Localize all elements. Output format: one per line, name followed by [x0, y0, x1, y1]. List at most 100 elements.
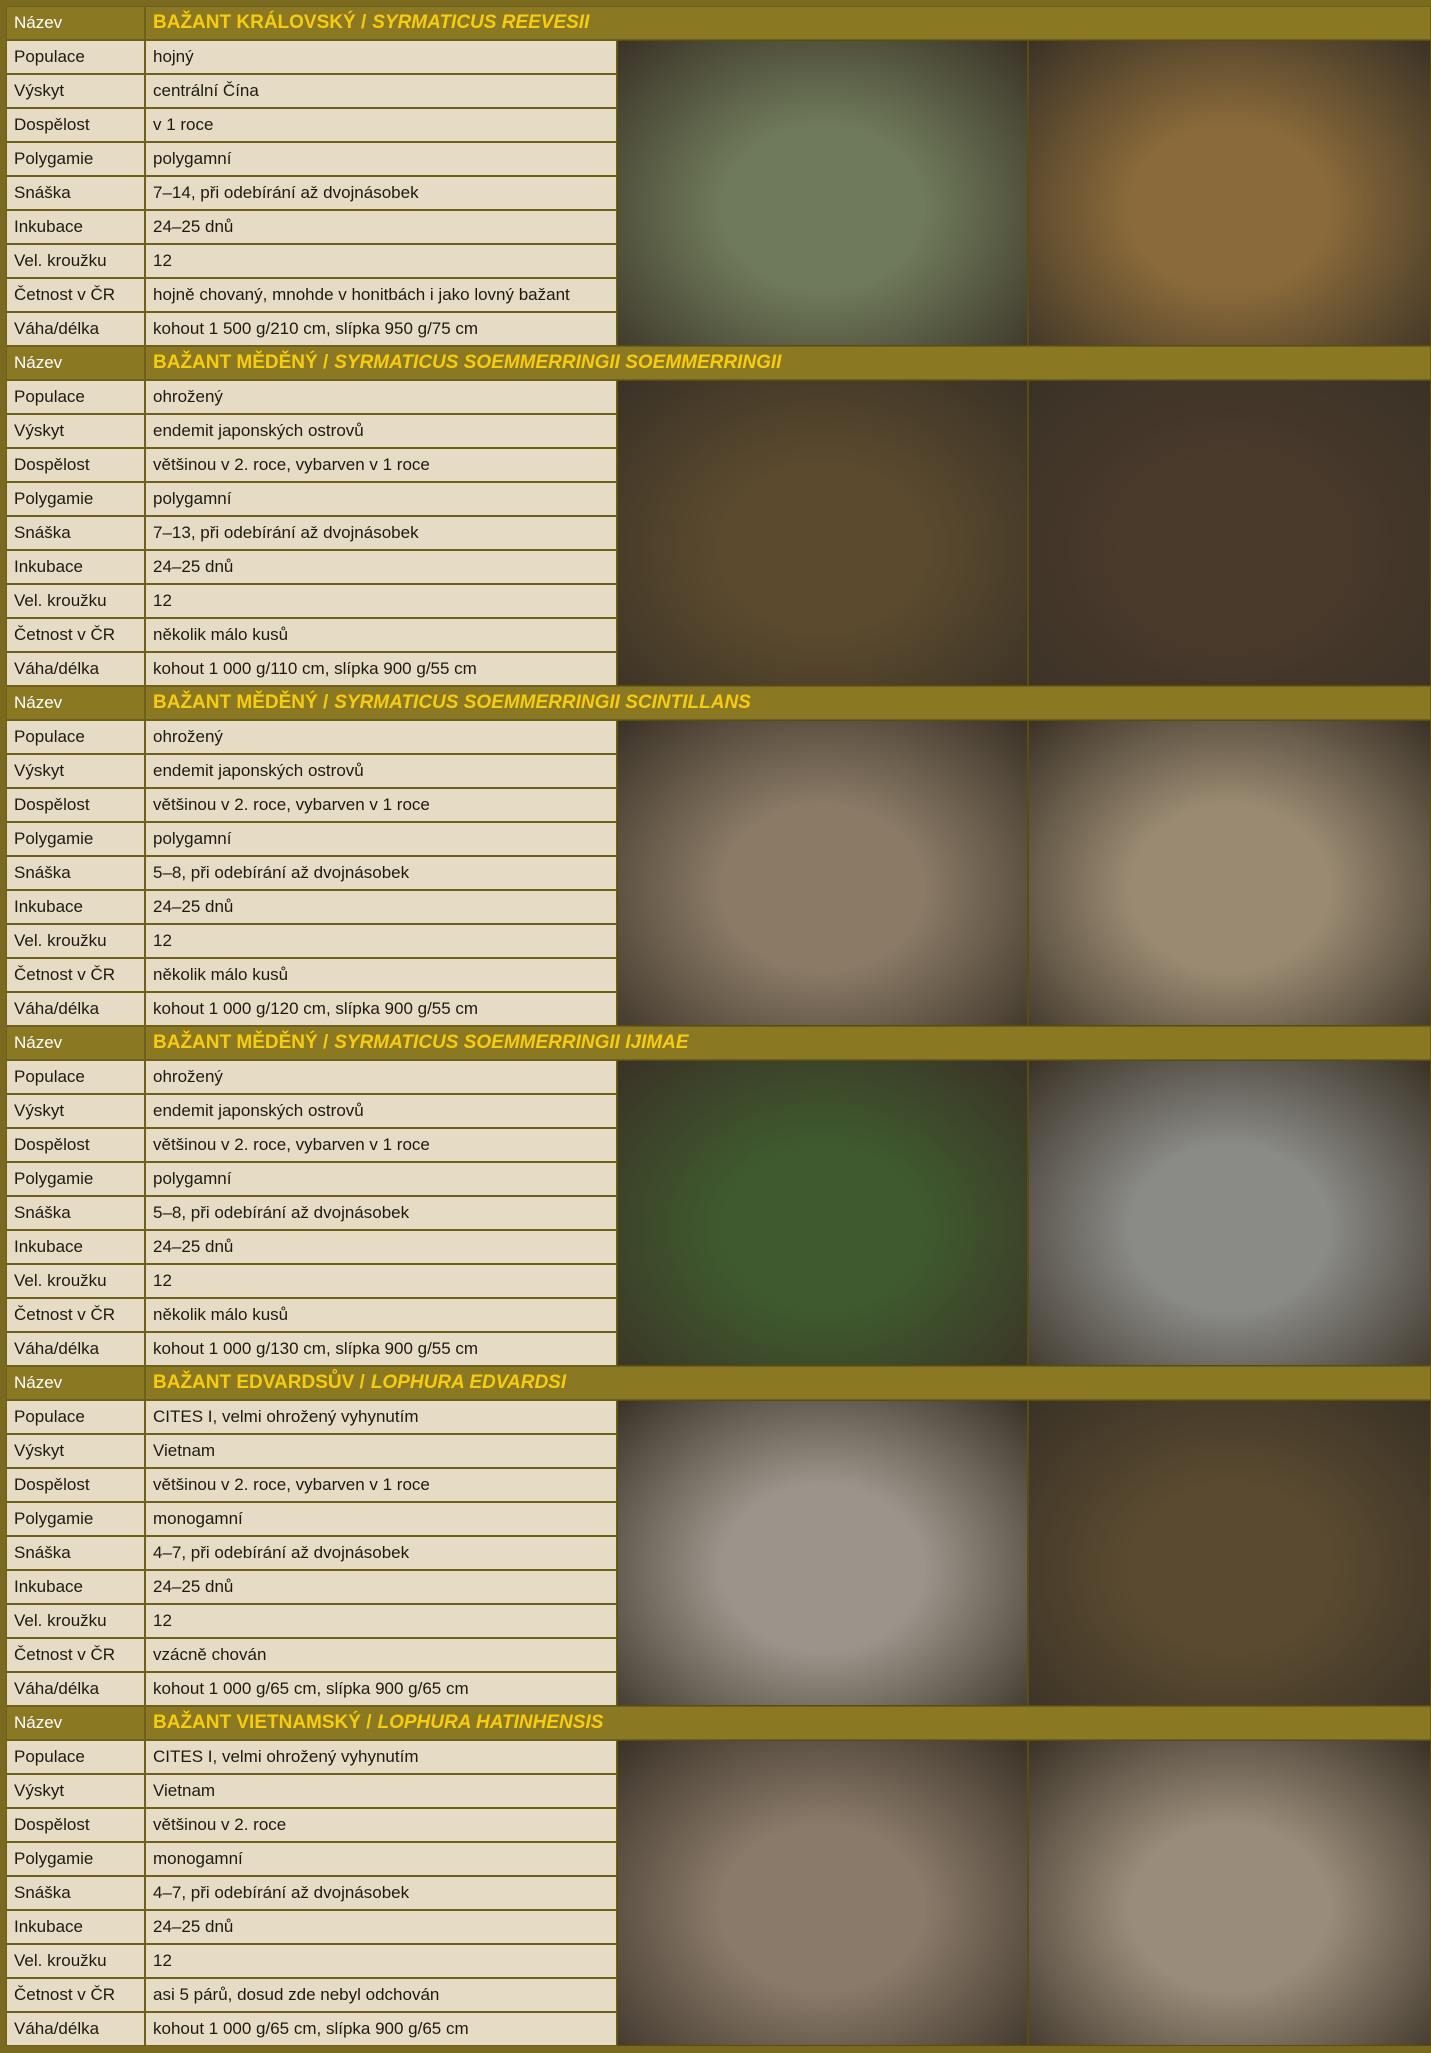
row-label: Snáška [6, 176, 145, 210]
row-label: Výskyt [6, 1094, 145, 1128]
row-label: Výskyt [6, 74, 145, 108]
row-value: hojně chovaný, mnohde v honitbách i jako… [145, 278, 617, 312]
row-label: Snáška [6, 1536, 145, 1570]
row-label: Váha/délka [6, 1332, 145, 1366]
row-value: kohout 1 500 g/210 cm, slípka 950 g/75 c… [145, 312, 617, 346]
species-name: BAŽANT MĚDĚNÝ / [153, 1032, 329, 1053]
row-label: Dospělost [6, 1808, 145, 1842]
header-label: Název [6, 1026, 145, 1060]
row-label: Četnost v ČR [6, 1638, 145, 1672]
row-label: Inkubace [6, 1570, 145, 1604]
row-label: Četnost v ČR [6, 958, 145, 992]
row-label: Polygamie [6, 822, 145, 856]
header-label: Název [6, 346, 145, 380]
photo-female [1028, 1060, 1431, 1366]
species-name: BAŽANT EDVARDSŮV / [153, 1372, 365, 1393]
row-label: Snáška [6, 1196, 145, 1230]
row-label: Dospělost [6, 788, 145, 822]
row-value: ohrožený [145, 380, 617, 414]
species-latin: LOPHURA EDVARDSI [370, 1372, 567, 1393]
species-name: BAŽANT MĚDĚNÝ / [153, 692, 329, 713]
row-label: Vel. kroužku [6, 1944, 145, 1978]
photo-male [617, 720, 1028, 1026]
row-value: endemit japonských ostrovů [145, 414, 617, 448]
row-label: Váha/délka [6, 1672, 145, 1706]
row-label: Dospělost [6, 448, 145, 482]
row-label: Polygamie [6, 482, 145, 516]
row-label: Inkubace [6, 210, 145, 244]
photo-female [1028, 380, 1431, 686]
row-value: 12 [145, 1604, 617, 1638]
photo-male [617, 1060, 1028, 1366]
row-label: Výskyt [6, 1774, 145, 1808]
row-value: většinou v 2. roce, vybarven v 1 roce [145, 788, 617, 822]
row-value: 24–25 dnů [145, 1570, 617, 1604]
row-value: 4–7, při odebírání až dvojnásobek [145, 1876, 617, 1910]
row-label: Snáška [6, 516, 145, 550]
photo-male [617, 1740, 1028, 2046]
species-name: BAŽANT MĚDĚNÝ / [153, 352, 329, 373]
row-label: Vel. kroužku [6, 1604, 145, 1638]
species-latin: LOPHURA HATINHENSIS [377, 1712, 604, 1733]
row-label: Populace [6, 1060, 145, 1094]
row-label: Váha/délka [6, 652, 145, 686]
row-label: Inkubace [6, 1910, 145, 1944]
row-label: Vel. kroužku [6, 584, 145, 618]
row-value: 4–7, při odebírání až dvojnásobek [145, 1536, 617, 1570]
row-label: Dospělost [6, 1128, 145, 1162]
row-value: 12 [145, 1944, 617, 1978]
row-value: několik málo kusů [145, 618, 617, 652]
row-value: Vietnam [145, 1774, 617, 1808]
row-value: několik málo kusů [145, 1298, 617, 1332]
row-value: 5–8, při odebírání až dvojnásobek [145, 856, 617, 890]
row-value: kohout 1 000 g/65 cm, slípka 900 g/65 cm [145, 2012, 617, 2046]
species-title: BAŽANT MĚDĚNÝ / SYRMATICUS SOEMMERRINGII … [145, 1026, 1431, 1060]
species-title: BAŽANT KRÁLOVSKÝ / SYRMATICUS REEVESII [145, 6, 1431, 40]
row-label: Váha/délka [6, 2012, 145, 2046]
row-label: Populace [6, 1400, 145, 1434]
row-value: monogamní [145, 1502, 617, 1536]
row-label: Inkubace [6, 890, 145, 924]
species-latin: SYRMATICUS SOEMMERRINGII IJIMAE [334, 1032, 689, 1053]
photo-female [1028, 720, 1431, 1026]
photo-male [617, 380, 1028, 686]
row-value: 24–25 dnů [145, 1910, 617, 1944]
row-value: 7–14, při odebírání až dvojnásobek [145, 176, 617, 210]
row-value: většinou v 2. roce, vybarven v 1 roce [145, 1468, 617, 1502]
row-label: Dospělost [6, 1468, 145, 1502]
row-value: endemit japonských ostrovů [145, 754, 617, 788]
row-value: 7–13, při odebírání až dvojnásobek [145, 516, 617, 550]
row-label: Vel. kroužku [6, 924, 145, 958]
row-value: 12 [145, 924, 617, 958]
row-value: 5–8, při odebírání až dvojnásobek [145, 1196, 617, 1230]
row-value: většinou v 2. roce, vybarven v 1 roce [145, 448, 617, 482]
row-value: 12 [145, 584, 617, 618]
species-title: BAŽANT EDVARDSŮV / LOPHURA EDVARDSI [145, 1366, 1431, 1400]
row-value: kohout 1 000 g/110 cm, slípka 900 g/55 c… [145, 652, 617, 686]
row-value: 12 [145, 1264, 617, 1298]
row-value: ohrožený [145, 720, 617, 754]
row-value: kohout 1 000 g/120 cm, slípka 900 g/55 c… [145, 992, 617, 1026]
species-name: BAŽANT KRÁLOVSKÝ / [153, 12, 367, 33]
row-value: kohout 1 000 g/130 cm, slípka 900 g/55 c… [145, 1332, 617, 1366]
row-label: Výskyt [6, 1434, 145, 1468]
row-label: Populace [6, 40, 145, 74]
species-title: BAŽANT VIETNAMSKÝ / LOPHURA HATINHENSIS [145, 1706, 1431, 1740]
row-value: polygamní [145, 482, 617, 516]
row-value: polygamní [145, 822, 617, 856]
row-value: 12 [145, 244, 617, 278]
photo-female [1028, 40, 1431, 346]
row-label: Polygamie [6, 1502, 145, 1536]
species-title: BAŽANT MĚDĚNÝ / SYRMATICUS SOEMMERRINGII … [145, 346, 1431, 380]
row-label: Polygamie [6, 1842, 145, 1876]
row-value: několik málo kusů [145, 958, 617, 992]
row-value: většinou v 2. roce [145, 1808, 617, 1842]
row-value: asi 5 párů, dosud zde nebyl odchován [145, 1978, 617, 2012]
row-label: Populace [6, 720, 145, 754]
row-label: Snáška [6, 1876, 145, 1910]
photo-male [617, 40, 1028, 346]
row-value: 24–25 dnů [145, 210, 617, 244]
row-value: polygamní [145, 142, 617, 176]
row-value: monogamní [145, 1842, 617, 1876]
